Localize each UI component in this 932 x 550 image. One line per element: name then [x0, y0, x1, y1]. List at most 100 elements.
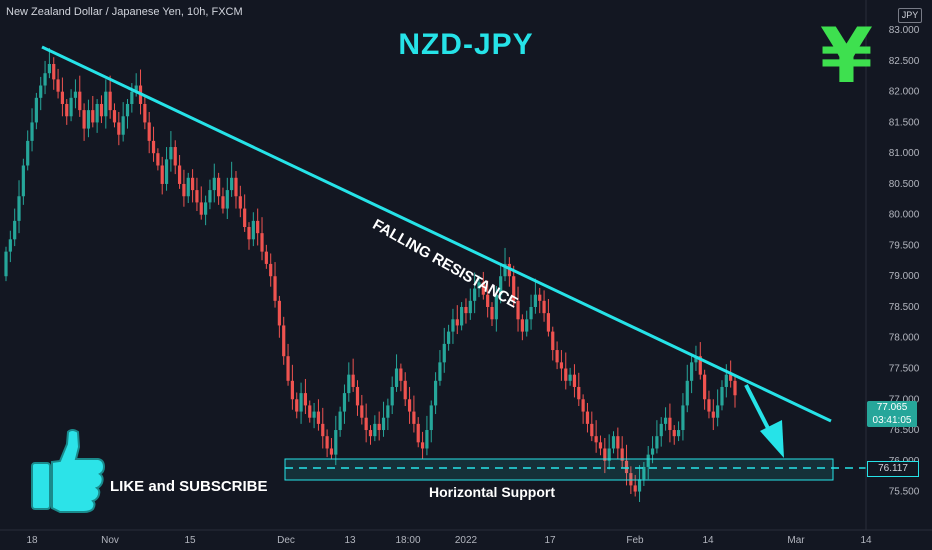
candle	[308, 400, 312, 423]
candle-body	[95, 103, 99, 123]
candle	[659, 417, 663, 447]
candle-body	[403, 380, 407, 400]
candle	[273, 262, 277, 308]
candle	[43, 60, 47, 95]
candle-body	[186, 177, 190, 197]
candle-body	[555, 350, 559, 363]
candle	[329, 438, 334, 460]
candle-body	[559, 362, 564, 369]
candle	[195, 177, 199, 212]
candle-body	[468, 300, 472, 314]
candle	[390, 376, 394, 415]
price-tick-label: 77.000	[889, 394, 920, 405]
candle-body	[455, 319, 459, 326]
candle	[190, 169, 195, 203]
price-tick-label: 81.000	[889, 148, 920, 159]
candle	[603, 438, 607, 474]
candle	[520, 314, 524, 341]
candle	[56, 68, 60, 99]
candle-body	[416, 423, 420, 443]
candle-body	[295, 399, 299, 412]
candle-body	[703, 374, 707, 400]
candle	[151, 126, 156, 162]
candle	[78, 75, 82, 117]
time-tick-label: 14	[860, 535, 872, 546]
candle-body	[247, 227, 251, 240]
bar-countdown: 03:41:05	[872, 415, 912, 426]
candle-body	[711, 411, 715, 418]
candle	[499, 263, 503, 304]
candle	[91, 95, 95, 128]
candle-body	[160, 165, 164, 184]
candle-body	[347, 374, 351, 394]
candle-body	[147, 122, 151, 141]
candle-body	[65, 103, 69, 117]
candle	[368, 425, 373, 445]
candle	[342, 384, 347, 424]
candle	[555, 341, 559, 370]
candle-body	[659, 423, 663, 437]
candle-body	[39, 85, 43, 98]
time-tick-label: 18:00	[395, 535, 420, 546]
candle-body	[121, 116, 125, 135]
candle	[264, 244, 268, 269]
candle-body	[724, 374, 728, 387]
candle-body	[364, 417, 368, 431]
candle-body	[420, 442, 425, 449]
price-tick-label: 77.500	[889, 364, 920, 375]
candle-body	[334, 430, 338, 455]
price-tick-label: 81.500	[889, 117, 920, 128]
price-tick-label: 78.500	[889, 302, 920, 313]
candle-body	[733, 380, 737, 396]
candle	[403, 372, 407, 407]
candle-body	[251, 220, 255, 240]
candle	[451, 308, 455, 344]
candle	[681, 393, 685, 441]
candle-body	[642, 466, 646, 480]
candle	[169, 131, 173, 172]
candle-body	[681, 405, 685, 431]
candle	[616, 427, 620, 459]
candle	[230, 161, 234, 197]
candle-body	[577, 386, 581, 400]
candle-body	[56, 79, 60, 92]
candle-body	[368, 430, 373, 437]
candle-body	[390, 386, 394, 406]
candle	[238, 185, 242, 218]
candle	[325, 429, 329, 458]
support-label: Horizontal Support	[429, 484, 555, 500]
candle-body	[412, 411, 416, 424]
candle	[425, 415, 429, 456]
time-axis: 18 Nov 15 Dec 13 18:00 2022 17 Feb 14 Mar 14	[0, 529, 932, 546]
candle-body	[377, 423, 381, 431]
projection-arrow-head	[760, 420, 784, 458]
candle-body	[538, 294, 542, 301]
candle-body	[221, 196, 225, 209]
candle-body	[143, 103, 147, 123]
candle-body	[624, 460, 629, 474]
falling-resistance-line	[41, 45, 832, 423]
candle	[538, 287, 542, 314]
candle-body	[243, 208, 247, 228]
candle-body	[299, 393, 303, 412]
candle	[381, 401, 386, 437]
candle	[429, 400, 433, 443]
candle	[533, 278, 537, 314]
candle-body	[477, 282, 481, 289]
candle	[438, 350, 442, 386]
candle-body	[564, 368, 568, 381]
currency-badge[interactable]: JPY	[898, 8, 922, 23]
candle-body	[407, 399, 412, 412]
candle	[364, 403, 368, 443]
candle-body	[381, 417, 386, 431]
candle-body	[672, 430, 676, 437]
candle	[698, 342, 702, 380]
candle	[73, 79, 78, 109]
candle-body	[269, 263, 273, 277]
candle	[199, 186, 203, 220]
candle-body	[73, 91, 78, 98]
time-tick-label: 17	[544, 535, 556, 546]
candle	[590, 411, 594, 442]
candle-body	[598, 442, 603, 449]
candle	[568, 367, 572, 386]
